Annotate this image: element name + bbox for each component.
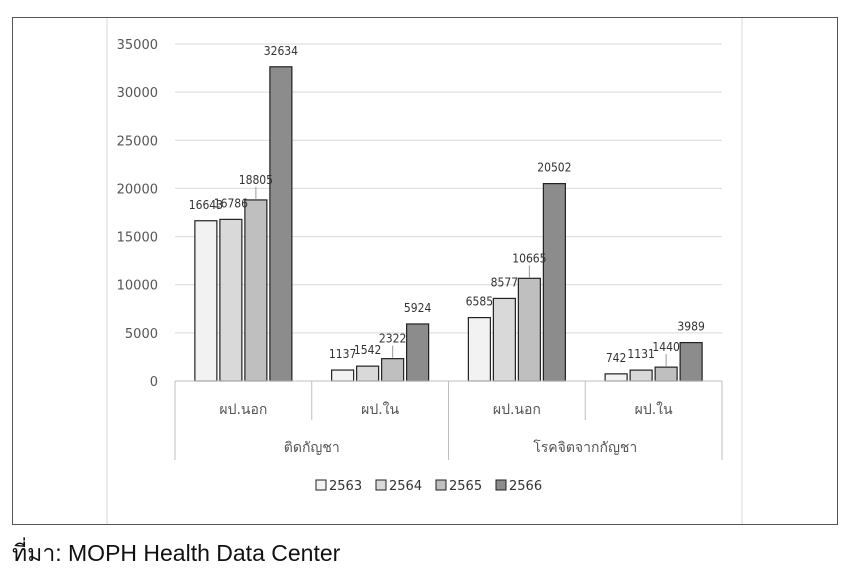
legend: 2563 2564 2565 2566: [315, 479, 542, 494]
bar-layer: [194, 66, 703, 382]
data-label: 10665: [512, 251, 546, 265]
y-tick-label: 10000: [117, 279, 158, 294]
bar: [654, 366, 678, 382]
legend-label: 2564: [389, 479, 422, 494]
bar: [679, 341, 703, 382]
y-tick-label: 35000: [117, 38, 158, 53]
data-label: 1131: [627, 347, 654, 361]
group-label: โรคจิตจากกัญชา: [533, 439, 637, 456]
data-label: 16643: [189, 198, 223, 212]
data-label: 6585: [466, 295, 493, 309]
legend-swatch: [495, 479, 507, 491]
legend-swatch: [315, 479, 327, 491]
data-label: 742: [606, 351, 627, 365]
bar: [269, 66, 293, 382]
data-label: 2322: [379, 332, 406, 346]
y-tick-label: 5000: [125, 327, 158, 342]
data-label: 3989: [677, 320, 705, 334]
category-label: ผป.นอก: [219, 402, 267, 418]
bar: [542, 182, 566, 382]
chart-frame: [12, 17, 838, 525]
data-label: 5924: [404, 301, 432, 315]
bar: [381, 358, 405, 382]
data-label: 1440: [652, 340, 680, 354]
y-tick-label: 0: [150, 375, 158, 390]
data-label: 1137: [329, 347, 356, 361]
category-label: ผป.ใน: [635, 401, 673, 418]
data-label: 20502: [537, 161, 571, 175]
data-label: 1542: [354, 343, 381, 357]
bar: [467, 316, 491, 382]
bar: [604, 373, 628, 382]
bar: [331, 369, 355, 382]
data-label: 18805: [239, 173, 273, 187]
bar: [356, 365, 380, 382]
bar: [629, 369, 653, 382]
legend-label: 2566: [509, 479, 542, 494]
category-label: ผป.ใน: [361, 401, 399, 418]
legend-label: 2563: [329, 479, 362, 494]
data-label: 32634: [264, 44, 298, 58]
y-tick-label: 20000: [117, 182, 158, 197]
data-label: 8577: [491, 275, 518, 289]
group-label: ติดกัญชา: [284, 440, 340, 456]
bar: [244, 199, 268, 382]
source-note: ที่มา: MOPH Health Data Center: [12, 540, 341, 566]
legend-label: 2565: [449, 479, 482, 494]
data-label: 16786: [214, 196, 248, 210]
bar: [219, 218, 243, 382]
bar: [517, 277, 541, 382]
y-tick-label: 30000: [117, 86, 158, 101]
axis-layer: 0 5000 10000 15000 20000 25000 30000 35000 ผป.นอ…: [117, 38, 723, 460]
bar: [194, 220, 218, 382]
bar: [406, 323, 430, 382]
legend-swatch: [435, 479, 447, 491]
y-tick-label: 15000: [117, 231, 158, 246]
legend-swatch: [375, 479, 387, 491]
y-tick-label: 25000: [117, 134, 158, 149]
bar: [492, 297, 516, 382]
category-label: ผป.นอก: [493, 402, 541, 418]
